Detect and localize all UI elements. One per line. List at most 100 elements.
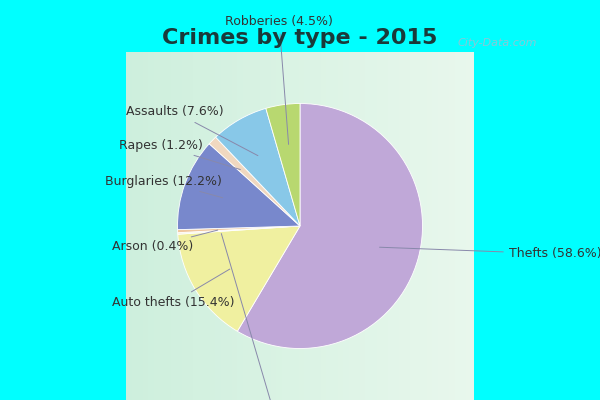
Bar xyxy=(65,3,70,400)
Bar xyxy=(360,3,365,400)
Bar xyxy=(182,3,187,400)
Bar xyxy=(505,3,510,400)
Bar xyxy=(499,3,505,400)
Bar xyxy=(248,3,254,400)
Bar xyxy=(282,3,287,400)
Bar xyxy=(131,3,137,400)
Bar xyxy=(510,3,516,400)
Bar xyxy=(577,3,583,400)
Bar xyxy=(265,3,271,400)
Bar xyxy=(137,3,143,400)
Bar xyxy=(115,3,121,400)
Bar xyxy=(416,3,421,400)
Bar xyxy=(410,3,416,400)
Bar xyxy=(404,3,410,400)
Bar xyxy=(82,3,87,400)
Bar xyxy=(277,3,282,400)
Bar xyxy=(488,3,493,400)
Wedge shape xyxy=(238,104,422,348)
Bar xyxy=(48,3,53,400)
Bar xyxy=(544,3,549,400)
Bar xyxy=(121,3,126,400)
Bar xyxy=(143,3,148,400)
Bar xyxy=(310,3,316,400)
Bar xyxy=(371,3,377,400)
Bar xyxy=(449,3,455,400)
Bar xyxy=(299,3,304,400)
Bar xyxy=(199,3,204,400)
Bar xyxy=(326,3,332,400)
Bar xyxy=(477,3,482,400)
Bar xyxy=(176,3,182,400)
Bar xyxy=(43,3,48,400)
Bar xyxy=(109,3,115,400)
Bar xyxy=(365,3,371,400)
Bar xyxy=(588,3,594,400)
Wedge shape xyxy=(178,226,300,234)
Bar xyxy=(193,3,199,400)
Bar xyxy=(160,3,165,400)
Bar xyxy=(343,3,349,400)
Bar xyxy=(338,3,343,400)
Bar xyxy=(471,3,477,400)
Bar xyxy=(377,3,382,400)
Bar xyxy=(170,3,176,400)
Wedge shape xyxy=(266,104,300,226)
Bar xyxy=(482,3,488,400)
Bar xyxy=(566,3,571,400)
Bar xyxy=(466,3,471,400)
Bar xyxy=(87,3,92,400)
Bar xyxy=(354,3,360,400)
Bar xyxy=(521,3,527,400)
Bar xyxy=(154,3,160,400)
Bar xyxy=(332,3,338,400)
Bar xyxy=(76,3,82,400)
Wedge shape xyxy=(178,144,300,230)
Bar xyxy=(460,3,466,400)
Bar xyxy=(438,3,443,400)
Bar xyxy=(583,3,588,400)
Bar xyxy=(304,3,310,400)
Bar xyxy=(271,3,277,400)
Bar xyxy=(555,3,560,400)
Bar xyxy=(594,3,599,400)
Bar xyxy=(516,3,521,400)
Bar xyxy=(293,3,299,400)
Bar xyxy=(432,3,438,400)
Bar xyxy=(349,3,354,400)
Bar xyxy=(287,3,293,400)
Text: Crimes by type - 2015: Crimes by type - 2015 xyxy=(163,28,437,48)
Bar xyxy=(527,3,532,400)
Bar xyxy=(393,3,399,400)
Bar xyxy=(92,3,98,400)
Bar xyxy=(165,3,170,400)
Text: Auto thefts (15.4%): Auto thefts (15.4%) xyxy=(112,269,235,309)
Bar xyxy=(221,3,226,400)
Bar xyxy=(70,3,76,400)
Bar xyxy=(215,3,221,400)
Bar xyxy=(532,3,538,400)
Text: Murders (0.2%): Murders (0.2%) xyxy=(221,234,328,400)
Bar xyxy=(560,3,566,400)
Text: Robberies (4.5%): Robberies (4.5%) xyxy=(225,15,333,144)
Bar xyxy=(571,3,577,400)
Text: Thefts (58.6%): Thefts (58.6%) xyxy=(380,247,600,260)
Bar xyxy=(421,3,427,400)
Bar xyxy=(104,3,109,400)
Bar xyxy=(232,3,238,400)
Bar xyxy=(549,3,555,400)
Bar xyxy=(98,3,104,400)
Bar xyxy=(126,3,131,400)
Bar xyxy=(254,3,260,400)
Bar xyxy=(427,3,432,400)
Bar xyxy=(53,3,59,400)
Text: Burglaries (12.2%): Burglaries (12.2%) xyxy=(105,175,223,198)
Bar xyxy=(243,3,248,400)
Bar xyxy=(260,3,265,400)
Text: Rapes (1.2%): Rapes (1.2%) xyxy=(119,139,241,170)
Bar xyxy=(59,3,65,400)
Wedge shape xyxy=(178,226,300,331)
Bar xyxy=(388,3,393,400)
Text: Assaults (7.6%): Assaults (7.6%) xyxy=(126,105,258,156)
Wedge shape xyxy=(178,226,300,233)
